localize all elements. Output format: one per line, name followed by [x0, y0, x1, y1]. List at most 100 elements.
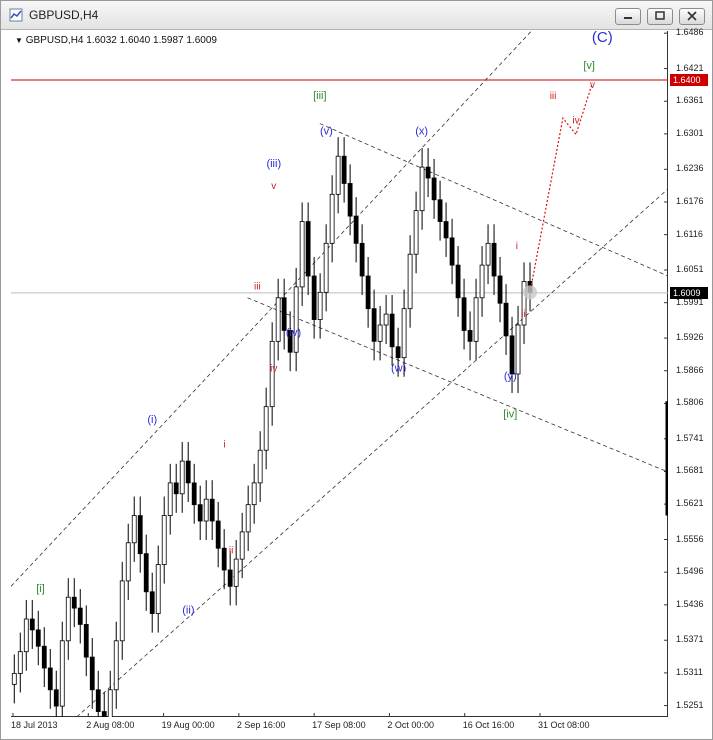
lower-channel-line — [76, 188, 669, 718]
wave-label: [v] — [583, 60, 595, 72]
candle-body — [377, 324, 383, 342]
candle-body — [323, 242, 329, 293]
close-icon — [687, 11, 697, 21]
minimize-button[interactable] — [615, 8, 641, 25]
candle-body — [473, 297, 479, 342]
candle-body — [257, 449, 263, 484]
wave-label: ii — [521, 309, 525, 320]
candle-body — [407, 253, 413, 310]
candle-body — [287, 330, 293, 353]
time-tick-label: 17 Sep 08:00 — [312, 720, 366, 730]
wave-label: (C) — [592, 31, 613, 46]
chart-plot-area[interactable]: (C) [v] v iii iv [iii] (v) (x) (iii) v i iii ii (iv)(… — [10, 25, 669, 740]
time-tick-label: 2 Aug 08:00 — [86, 720, 135, 730]
candle-body — [161, 515, 167, 565]
candle-body — [53, 689, 59, 707]
candle-body — [11, 673, 17, 685]
price-tick-label: 1.6361 — [676, 95, 704, 106]
candle-body — [521, 281, 527, 326]
candle-body — [425, 166, 431, 179]
wave-label: [i] — [36, 583, 45, 595]
candle-body — [335, 155, 341, 195]
candle-body — [17, 651, 23, 674]
wave-label: iii — [550, 91, 557, 102]
candle-body — [197, 504, 203, 522]
price-tick-label: 1.5556 — [676, 533, 704, 544]
candle-body — [449, 237, 455, 266]
resistance-price-label: 1.6400 — [670, 74, 708, 86]
wave-label: v — [271, 181, 276, 192]
candle-body — [359, 242, 365, 277]
minimize-icon — [624, 17, 632, 19]
candle-body — [59, 640, 65, 707]
price-tick-label: 1.5741 — [676, 432, 704, 443]
wave-label: (v) — [320, 125, 333, 137]
window-title: GBPUSD,H4 — [29, 8, 99, 22]
candle-body — [29, 618, 35, 631]
wave-label: (iii) — [266, 158, 281, 170]
close-button[interactable] — [679, 8, 705, 25]
candle-body — [65, 596, 71, 642]
price-tick-label: 1.5866 — [676, 364, 704, 375]
candle-body — [485, 242, 491, 266]
candle-body — [491, 242, 497, 277]
time-tick-label: 16 Oct 16:00 — [462, 720, 515, 730]
candle-body — [299, 221, 305, 288]
candle-body — [149, 591, 155, 614]
candle-body — [221, 547, 227, 571]
time-tick-label: 18 Jul 2013 — [11, 720, 58, 730]
candle-body — [293, 286, 299, 353]
candle-body — [305, 221, 311, 277]
candle-body — [365, 275, 371, 310]
candle-body — [431, 177, 437, 201]
candle-body — [239, 531, 245, 560]
price-tick-label: 1.5806 — [676, 397, 704, 408]
candle-body — [173, 482, 179, 495]
candle-body — [479, 264, 485, 299]
price-tick-label: 1.5681 — [676, 465, 704, 476]
wave-label: (ii) — [182, 605, 194, 617]
window-titlebar[interactable]: GBPUSD,H4 — [1, 1, 712, 30]
wave-label: (i) — [147, 414, 157, 426]
wave-label: iv — [572, 116, 579, 127]
candle-body — [245, 504, 251, 533]
candle-body — [95, 689, 101, 712]
candle-body — [167, 482, 173, 516]
candle-body — [443, 221, 449, 239]
candle-body — [155, 564, 161, 614]
candle-body — [347, 183, 353, 217]
candle-body — [419, 166, 425, 212]
price-tick-label: 1.6301 — [676, 127, 704, 138]
candle-body — [89, 656, 95, 691]
candle-body — [509, 335, 515, 375]
wave-label: v — [590, 80, 595, 91]
chart-icon — [9, 8, 23, 22]
candle-body — [437, 199, 443, 222]
candle-body — [137, 515, 143, 555]
candle-body — [395, 346, 401, 359]
upper-channel-line — [10, 25, 537, 587]
candle-body — [389, 313, 395, 348]
time-tick-label: 31 Oct 08:00 — [538, 720, 590, 730]
dropdown-arrow-icon[interactable]: ▼ — [15, 36, 23, 45]
price-tick-label: 1.5621 — [676, 498, 704, 509]
candle-body — [269, 340, 275, 408]
price-tick-label: 1.5436 — [676, 598, 704, 609]
price-tick-label: 1.5371 — [676, 634, 704, 645]
wave-label: iv — [270, 363, 277, 374]
candle-body — [179, 460, 185, 495]
candle-body — [47, 667, 53, 691]
time-tick-label: 19 Aug 00:00 — [161, 720, 215, 730]
candle-body — [515, 324, 521, 375]
candle-body — [263, 406, 269, 451]
candle-body — [203, 498, 209, 522]
maximize-button[interactable] — [647, 8, 673, 25]
candle-body — [455, 264, 461, 299]
price-tick-label: 1.5311 — [676, 666, 703, 677]
price-tick-label: 1.6051 — [676, 264, 704, 274]
candle-body — [311, 275, 317, 320]
candle-body — [71, 596, 77, 609]
wave-label: [iv] — [503, 409, 517, 421]
price-tick-label: 1.6176 — [676, 195, 704, 206]
wave-label: i — [223, 440, 225, 451]
